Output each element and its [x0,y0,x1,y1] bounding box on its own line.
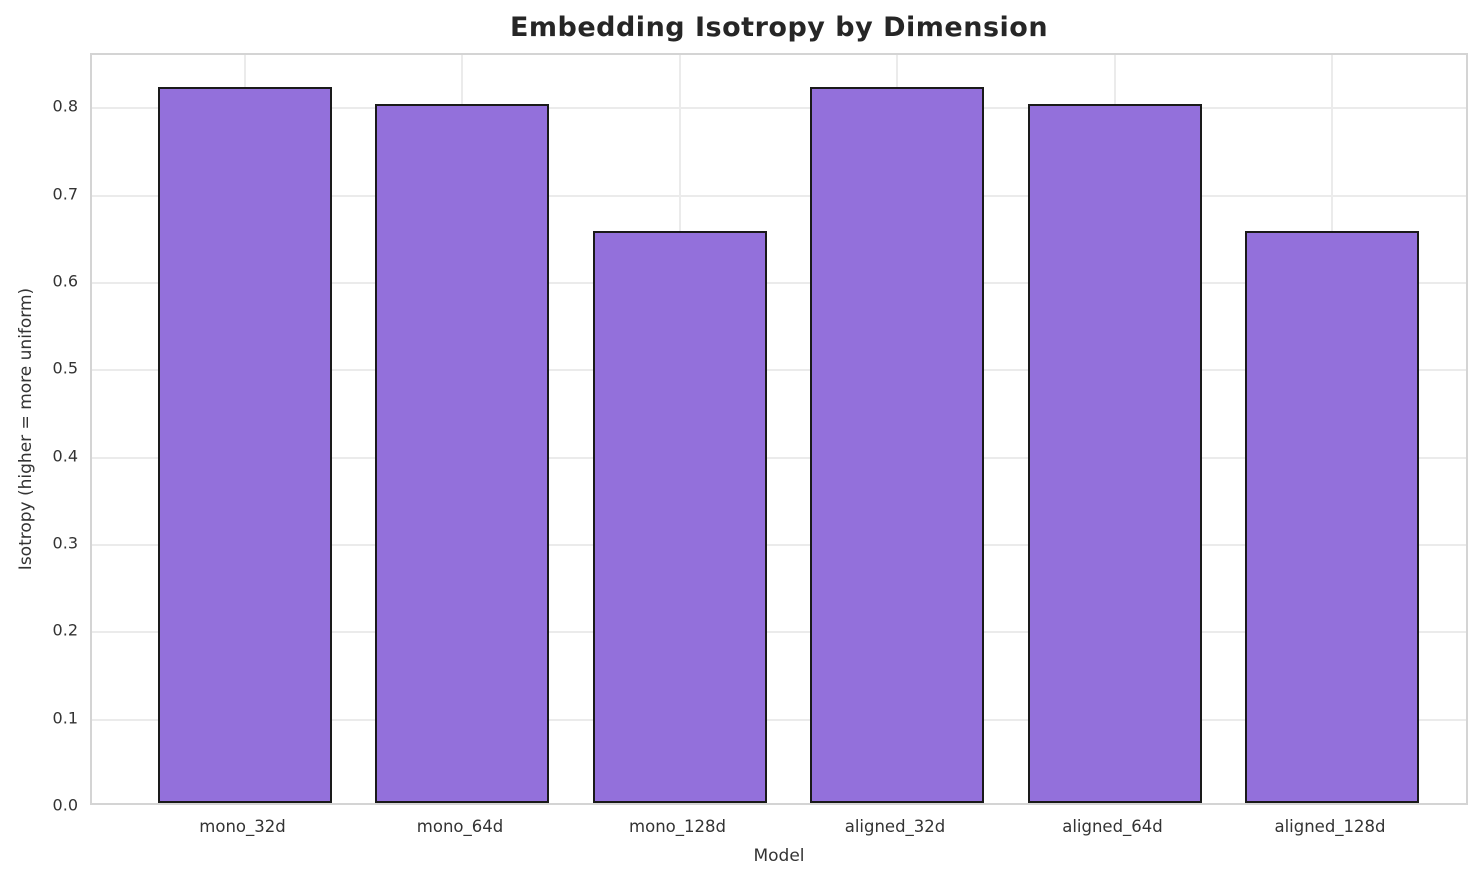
y-gridline [92,456,1466,459]
bar-aligned_128d [1245,230,1419,803]
x-tick-label: aligned_32d [844,817,946,836]
x-tick-label: mono_64d [416,817,504,836]
y-tick-label: 0.7 [52,184,78,204]
bar-aligned_64d [1027,104,1202,803]
plot-area [90,53,1468,805]
y-tick-label: 0.6 [52,271,78,291]
bar-mono_64d [375,104,549,803]
x-tick-label: mono_128d [629,817,726,836]
y-tick-label: 0.5 [52,358,78,378]
bar-mono_128d [592,230,767,803]
y-gridline [92,369,1466,372]
y-tick-label: 0.4 [52,446,78,466]
x-tick-label: mono_32d [199,817,286,836]
y-gridline [92,631,1466,634]
y-tick-label: 0.2 [52,620,78,640]
y-gridline [92,718,1466,721]
y-tick-label: 0.0 [52,795,78,815]
y-tick-label: 0.3 [52,533,78,553]
y-tick-label: 0.1 [52,708,78,728]
x-tick-label: aligned_128d [1274,817,1386,836]
x-tick-label: aligned_64d [1062,817,1163,836]
y-tick-label: 0.8 [52,96,78,116]
y-gridline [92,281,1466,284]
y-gridline [92,194,1466,197]
x-axis-label: Model [753,846,805,866]
chart-title: Embedding Isotropy by Dimension [509,12,1049,43]
y-gridline [92,107,1466,110]
y-gridline [92,543,1466,546]
bar-aligned_32d [810,86,984,803]
y-axis-label: Isotropy (higher = more uniform) [16,287,36,571]
bar-mono_32d [157,86,332,803]
